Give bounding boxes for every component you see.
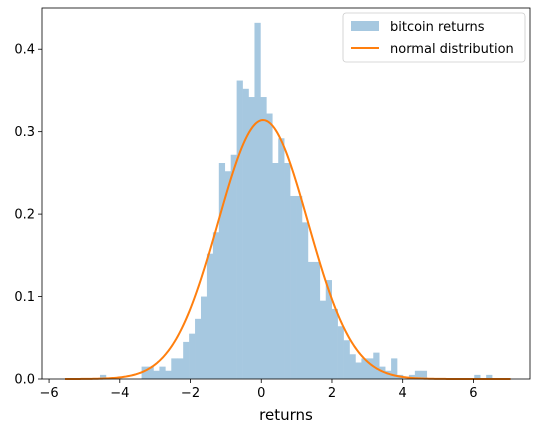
histogram-bar — [307, 261, 315, 379]
histogram-bar — [278, 138, 285, 379]
histogram-bar — [212, 232, 220, 379]
axes-frame — [41, 7, 531, 380]
x-tick-label: −6 — [39, 386, 58, 401]
y-tick-label: 0.2 — [14, 208, 35, 223]
histogram-bar — [189, 333, 196, 379]
x-axis-label: returns — [259, 406, 313, 424]
x-tick-label: 6 — [469, 386, 477, 401]
histogram-bar — [474, 374, 481, 379]
y-axis-ticks: 0.0 0.1 0.2 0.3 0.4 — [14, 43, 42, 388]
histogram-bar — [183, 341, 190, 379]
histogram-bar — [385, 370, 392, 379]
histogram-bar — [349, 354, 356, 379]
x-axis-ticks: −6 −4 −2 0 2 4 6 — [39, 379, 478, 401]
histogram-bar — [319, 300, 327, 379]
histogram-bar — [343, 340, 350, 379]
histogram-bar — [260, 97, 267, 379]
histogram-bar — [337, 326, 344, 379]
histogram-bar — [486, 374, 493, 379]
histogram-bar — [296, 195, 303, 379]
x-tick-label: −4 — [110, 386, 129, 401]
histogram-bar — [367, 358, 374, 379]
histogram-bar — [301, 222, 309, 379]
histogram-bar — [290, 195, 297, 379]
histogram-bar — [224, 171, 231, 379]
histogram-bar — [177, 358, 184, 379]
x-tick-label: 2 — [328, 386, 336, 401]
legend: bitcoin returns normal distribution — [342, 12, 526, 63]
histogram-bar — [254, 22, 261, 380]
histogram-bars — [99, 22, 493, 380]
histogram-bar — [266, 113, 273, 379]
histogram-bar — [284, 163, 291, 379]
histogram-bar — [99, 374, 107, 379]
histogram-bar — [206, 253, 214, 379]
histogram-bar — [242, 88, 249, 380]
histogram-bar — [391, 358, 398, 379]
legend-label-bitcoin-returns: bitcoin returns — [390, 20, 485, 35]
histogram-bar — [200, 296, 208, 379]
histogram-bar — [230, 154, 237, 379]
histogram-bar — [147, 366, 154, 379]
histogram-bar — [331, 308, 338, 379]
histogram-bar — [325, 280, 332, 379]
histogram-bar — [272, 163, 279, 379]
histogram-bar — [141, 366, 148, 379]
histogram-bar — [248, 97, 255, 379]
histogram-bar — [355, 362, 362, 379]
histogram-bar — [159, 366, 166, 379]
y-tick-label: 0.4 — [14, 43, 35, 58]
histogram-bar — [218, 163, 226, 379]
legend-box — [342, 12, 526, 63]
histogram-bar — [361, 358, 368, 379]
histogram-bar — [153, 370, 160, 379]
x-tick-label: 4 — [399, 386, 407, 401]
histogram-bar — [379, 366, 386, 379]
y-tick-label: 0.3 — [14, 125, 35, 140]
x-tick-label: −2 — [181, 386, 200, 401]
histogram-bar — [313, 261, 321, 379]
x-tick-label: 0 — [257, 386, 265, 401]
histogram-bar — [414, 370, 422, 379]
y-tick-label: 0.1 — [14, 290, 35, 305]
histogram-bar — [420, 370, 428, 379]
legend-patch-bitcoin-returns — [351, 21, 379, 31]
histogram-bar — [165, 370, 172, 379]
legend-label-normal-distribution: normal distribution — [390, 42, 514, 57]
histogram-bar — [171, 358, 178, 379]
histogram-bar — [236, 80, 243, 380]
histogram-bar — [408, 374, 416, 379]
histogram-bar — [195, 318, 202, 379]
y-tick-label: 0.0 — [14, 373, 35, 388]
histogram-bar — [373, 352, 380, 379]
